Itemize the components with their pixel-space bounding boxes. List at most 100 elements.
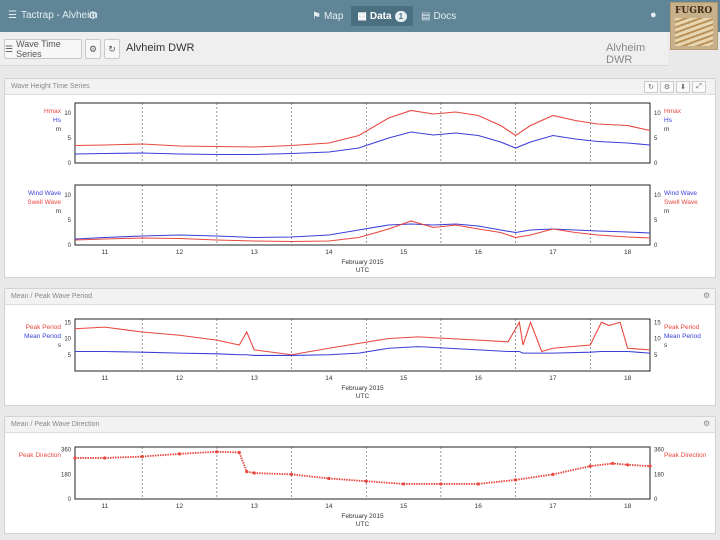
- wave-height-panel: Wave Height Time Series ↻ ⚙ ⬇ ⤢ 0 0 5 5 10 10…: [4, 78, 716, 278]
- y-axis-label-right: Hs: [664, 117, 673, 124]
- gear-icon[interactable]: ⚙: [703, 291, 711, 300]
- fugro-logo: FUGRO: [670, 2, 718, 50]
- y-axis-label-left: Peak Period: [26, 324, 62, 331]
- y-tick-label-right: 10: [654, 111, 661, 117]
- y-tick-label-left: 15: [64, 320, 71, 326]
- y-tick-label-right: 10: [654, 193, 661, 199]
- y-tick-label-right: 0: [654, 161, 658, 167]
- y-tick-label-right: 180: [654, 472, 665, 478]
- download-button[interactable]: ⬇: [676, 81, 690, 93]
- app-menu[interactable]: ☰ Tactrap - Alvheim: [8, 10, 98, 21]
- y-tick-label-right: 0: [654, 243, 658, 249]
- panel-title: Mean / Peak Wave Period: [11, 293, 93, 300]
- x-tick-label: 13: [251, 503, 259, 510]
- x-tick-label: 16: [475, 375, 483, 382]
- toolbar: ☰ Wave Time Series ⚙ ↻ Alvheim DWR Alvhe…: [0, 32, 668, 66]
- x-tick-label: 12: [176, 249, 184, 256]
- y-tick-label-left: 0: [68, 497, 72, 503]
- y-tick-label-left: 5: [68, 136, 72, 142]
- plot-area: [74, 318, 651, 372]
- map-icon: ⚑: [312, 10, 321, 22]
- x-tick-label: 16: [475, 249, 483, 256]
- y-tick-label-right: 360: [654, 448, 665, 454]
- panel-header: Wave Height Time Series ↻ ⚙ ⬇ ⤢: [5, 79, 715, 95]
- x-axis-label: UTC: [356, 393, 370, 400]
- nav-data[interactable]: ▦ Data 1: [351, 6, 414, 26]
- y-axis-label-left: m: [56, 126, 61, 133]
- x-axis-label: February 2015: [341, 513, 384, 520]
- y-tick-label-right: 15: [654, 320, 661, 326]
- y-axis-label-right: Peak Direction: [664, 452, 707, 459]
- nav-docs[interactable]: ▤ Docs: [415, 6, 462, 26]
- y-axis-label-right: Hmax: [664, 108, 682, 115]
- x-tick-label: 18: [624, 249, 632, 256]
- gear-icon: ⚙: [663, 84, 671, 91]
- y-axis-label-right: Swell Wave: [664, 199, 698, 206]
- x-tick-label: 12: [176, 375, 184, 382]
- settings-button[interactable]: ⚙: [85, 39, 101, 59]
- y-tick-label-left: 0: [68, 243, 72, 249]
- series-line-peak-period: [74, 320, 651, 356]
- gear-icon[interactable]: ⚙: [88, 10, 98, 22]
- x-tick-label: 12: [176, 503, 184, 510]
- logo-art: [675, 18, 713, 46]
- app-title: Tactrap - Alvheim: [20, 10, 98, 21]
- plot-area: [74, 446, 651, 500]
- panel-title: Wave Height Time Series: [11, 83, 90, 90]
- x-tick-label: 17: [549, 249, 557, 256]
- refresh-icon: ↻: [108, 43, 116, 54]
- x-tick-label: 13: [251, 375, 259, 382]
- y-tick-label-right: 5: [654, 136, 658, 142]
- x-tick-label: 15: [400, 249, 408, 256]
- refresh-icon: ↻: [648, 84, 654, 91]
- expand-button[interactable]: ⤢: [692, 81, 706, 93]
- station-name: Alvheim DWR: [126, 42, 195, 54]
- x-tick-label: 15: [400, 503, 408, 510]
- chart-settings-button[interactable]: ⚙: [660, 81, 674, 93]
- y-axis-label-left: m: [56, 208, 61, 215]
- gear-icon: ⚙: [88, 43, 98, 54]
- x-tick-label: 15: [400, 375, 408, 382]
- series-select-label: Wave Time Series: [16, 39, 61, 59]
- station-name-right: Alvheim DWR: [606, 42, 646, 66]
- y-axis-label-right: Mean Period: [664, 333, 701, 340]
- user-icon[interactable]: ●: [650, 9, 657, 21]
- y-tick-label-left: 10: [64, 337, 71, 343]
- y-axis-label-right: m: [664, 208, 669, 215]
- y-tick-label-left: 5: [68, 218, 72, 224]
- logo-text: FUGRO: [675, 6, 713, 16]
- wave-period-panel: Mean / Peak Wave Period ⚙ 11 12 13 14 15 16 17…: [4, 288, 716, 406]
- wave-direction-panel: Mean / Peak Wave Direction ⚙ 11 12 13 14 15 1…: [4, 416, 716, 534]
- refresh-chart-button[interactable]: ↻: [644, 81, 658, 93]
- x-tick-label: 17: [549, 503, 557, 510]
- refresh-button[interactable]: ↻: [104, 39, 120, 59]
- x-tick-label: 18: [624, 375, 632, 382]
- y-axis-label-left: Peak Direction: [19, 452, 62, 459]
- nav-map[interactable]: ⚑ Map: [306, 6, 349, 26]
- y-axis-label-right: s: [664, 342, 668, 349]
- y-tick-label-left: 180: [61, 472, 72, 478]
- x-tick-label: 17: [549, 375, 557, 382]
- y-tick-label-right: 5: [654, 218, 658, 224]
- panel-header: Mean / Peak Wave Direction ⚙: [5, 417, 715, 433]
- nav-docs-label: Docs: [433, 10, 457, 22]
- x-tick-label: 11: [101, 503, 108, 510]
- y-tick-label-right: 10: [654, 337, 661, 343]
- y-axis-label-right: m: [664, 126, 669, 133]
- panel-header: Mean / Peak Wave Period ⚙: [5, 289, 715, 305]
- gear-icon[interactable]: ⚙: [703, 419, 711, 428]
- series-line-mean-period: [75, 346, 651, 356]
- x-tick-label: 18: [624, 503, 632, 510]
- y-tick-label-left: 0: [68, 161, 72, 167]
- series-line-hs: [74, 131, 651, 156]
- y-axis-label-left: Mean Period: [24, 333, 61, 340]
- y-axis-label-right: Peak Period: [664, 324, 700, 331]
- plot-area: [74, 184, 651, 246]
- y-axis-label-left: s: [58, 342, 62, 349]
- series-point-peak-direction: [648, 464, 652, 468]
- x-tick-label: 14: [325, 249, 333, 256]
- series-select-button[interactable]: ☰ Wave Time Series: [4, 39, 82, 59]
- x-axis-label: UTC: [356, 521, 370, 528]
